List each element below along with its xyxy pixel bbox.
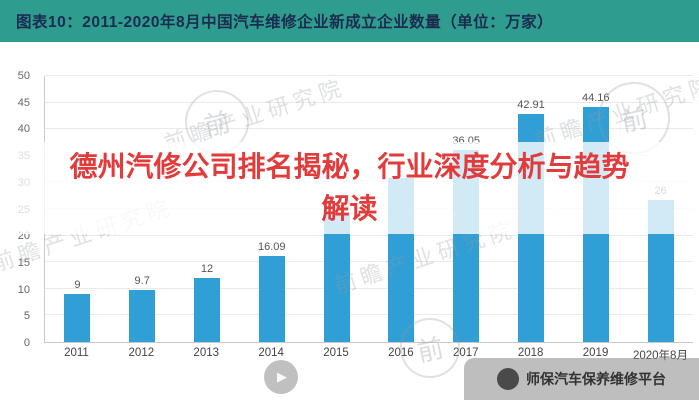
- bar-value-label: 44.16: [582, 92, 610, 105]
- gridline: [45, 101, 693, 103]
- x-axis-label: 2012: [128, 347, 155, 359]
- chart-title: 图表10：2011-2020年8月中国汽车维修企业新成立企业数量（单位：万家）: [16, 14, 554, 31]
- headline-overlay: 德州汽修公司排名揭秘，行业深度分析与趋势解读: [0, 142, 699, 234]
- y-tick-label: 40: [17, 123, 30, 136]
- platform-name: 师保汽车保养维修平台: [526, 371, 666, 387]
- gridline: [45, 128, 693, 130]
- x-axis-label: 2015: [323, 347, 349, 359]
- y-tick-label: 5: [23, 310, 30, 323]
- headline-text: 德州汽修公司排名揭秘，行业深度分析与趋势解读: [69, 151, 630, 224]
- bar-2014: [258, 256, 285, 342]
- x-axis: 2011 2012 2013 2014 2015 2016 2017 2018 2019 2020…: [44, 347, 693, 363]
- bar-value-label: 9.7: [134, 275, 150, 288]
- x-axis-label: 2014: [258, 347, 284, 359]
- bar-slot: 12: [175, 76, 240, 342]
- y-tick-label: 15: [17, 256, 30, 269]
- y-tick-label: 0: [23, 337, 30, 349]
- y-tick-label: 45: [17, 96, 30, 109]
- platform-banner: 师保汽车保养维修平台: [464, 358, 699, 400]
- x-axis-label: 2019: [582, 347, 609, 359]
- gridline: [45, 75, 693, 76]
- x-axis-label: 2017: [452, 347, 479, 359]
- gridline: [45, 287, 693, 289]
- bar-value-label: 12: [200, 263, 214, 276]
- bar-2013: [193, 278, 220, 342]
- x-axis-label: 2018: [517, 347, 544, 359]
- chart-header: 图表10：2011-2020年8月中国汽车维修企业新成立企业数量（单位：万家）: [0, 0, 699, 42]
- x-axis-label: 2013: [193, 347, 220, 359]
- gridline: [45, 261, 693, 263]
- platform-logo-icon: [497, 368, 519, 390]
- x-axis-label: 2011: [64, 347, 89, 359]
- bar-2015: [323, 213, 350, 342]
- bar-value-label: 42.91: [517, 98, 545, 111]
- bar-slot: 16.09: [239, 76, 304, 342]
- play-icon: ▶: [277, 369, 287, 384]
- bar-value-label: 16.09: [258, 241, 286, 254]
- bar-2012: [129, 290, 156, 342]
- bar-slot: 9.7: [110, 76, 175, 342]
- y-tick-label: 10: [17, 283, 30, 296]
- bar-2011: [64, 294, 91, 342]
- gridline: [45, 314, 693, 316]
- gridline: [45, 234, 693, 236]
- x-axis-label: 2016: [388, 347, 414, 359]
- bar-slot: 9: [45, 76, 110, 342]
- bar-value-label: 9: [74, 279, 81, 292]
- play-button[interactable]: ▶: [264, 360, 298, 394]
- y-tick-label: 50: [17, 70, 30, 82]
